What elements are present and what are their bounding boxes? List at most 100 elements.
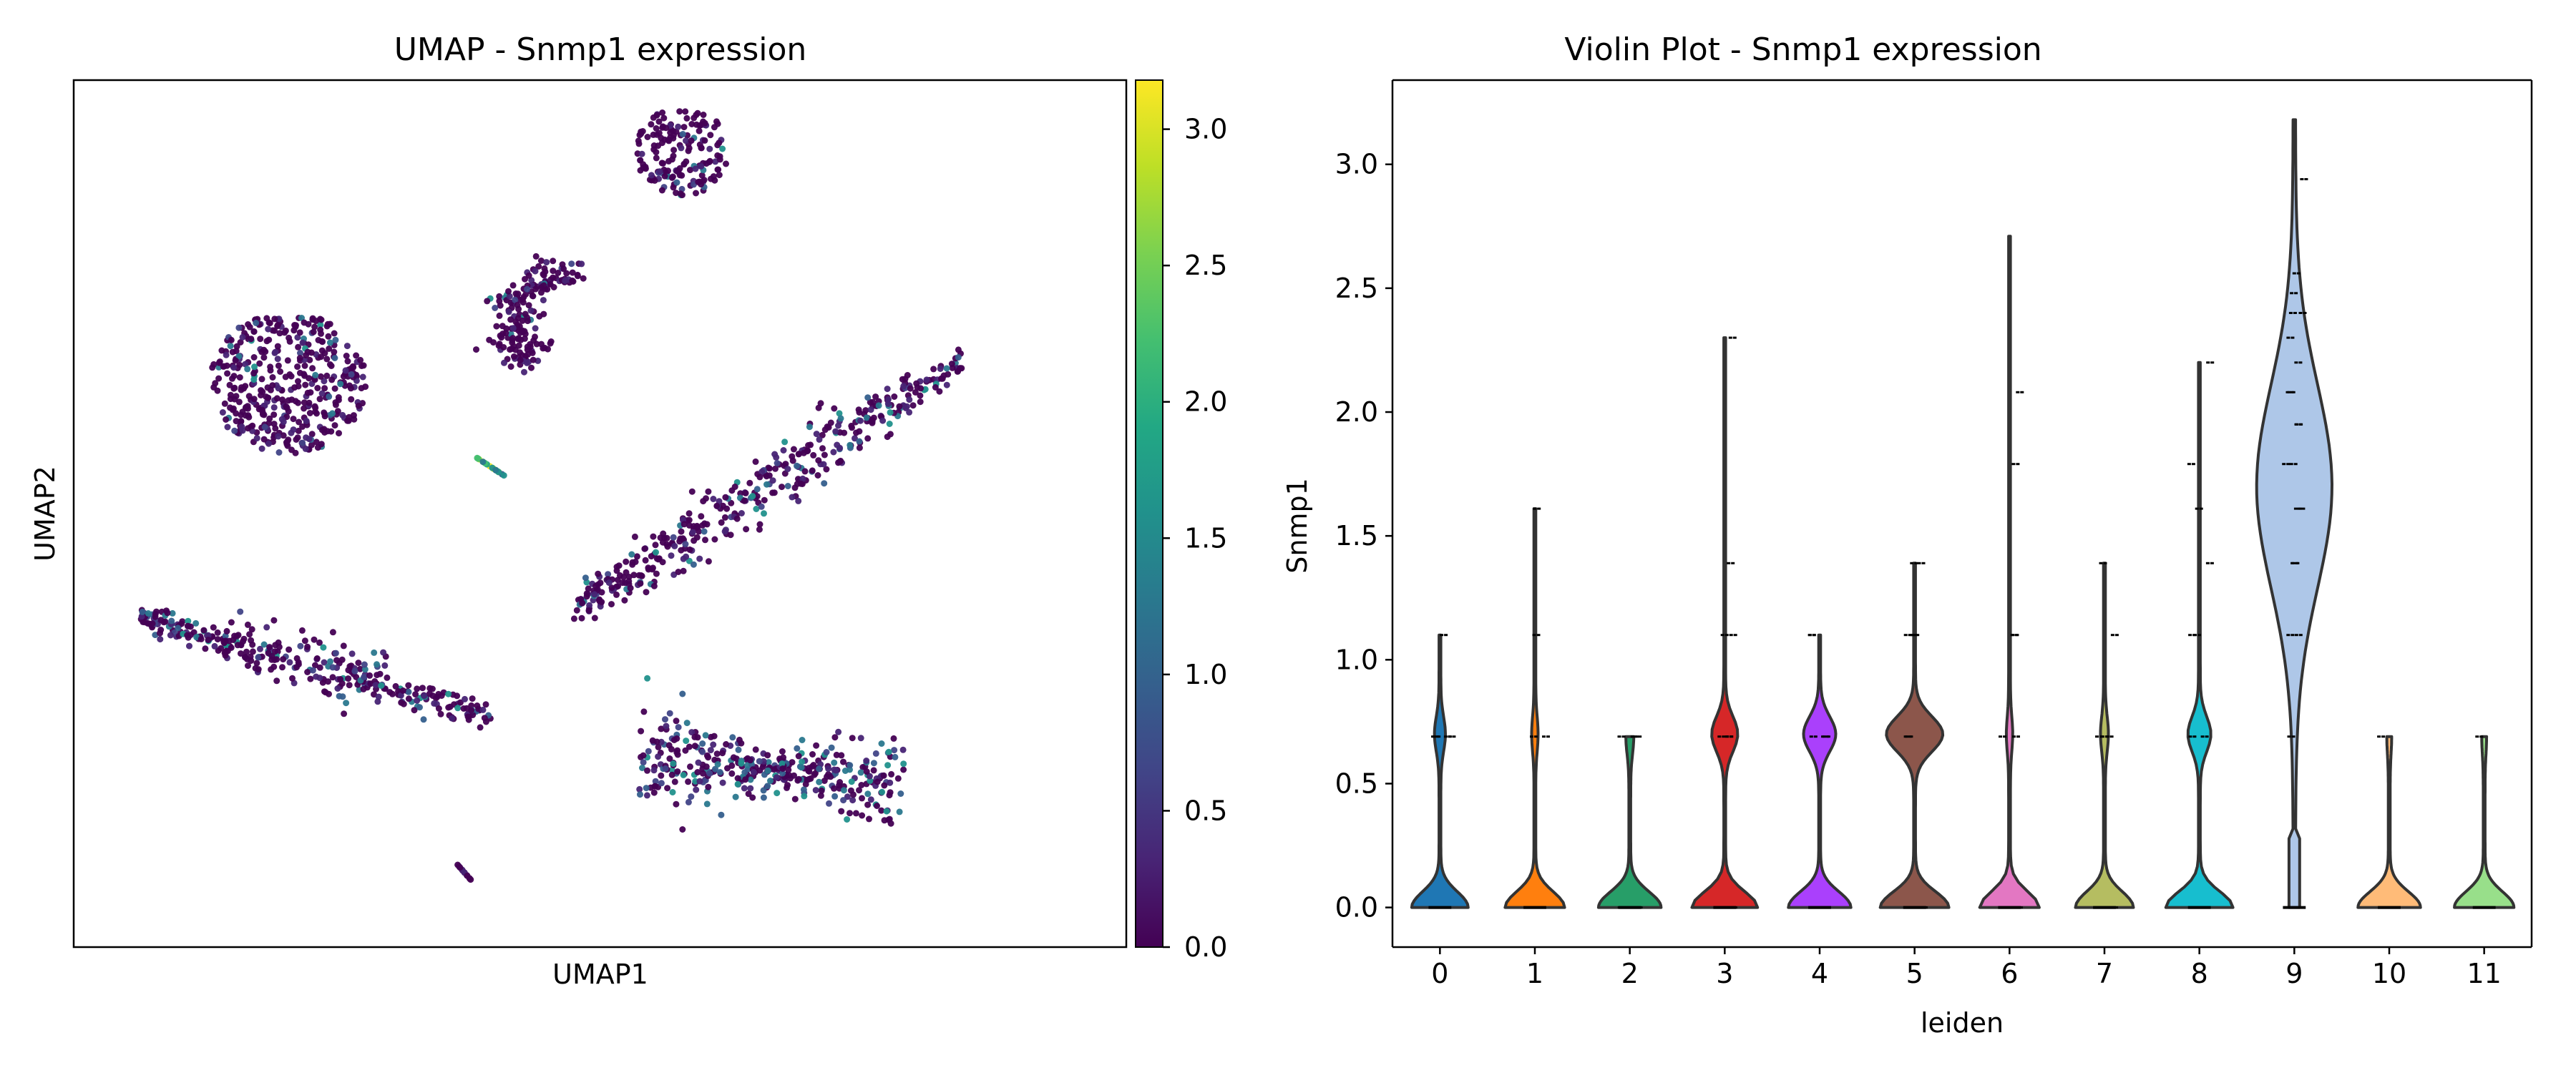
- umap-point: [723, 160, 729, 167]
- umap-point: [683, 738, 690, 745]
- umap-point: [270, 404, 278, 411]
- umap-point: [831, 734, 839, 741]
- umap-point: [811, 771, 818, 778]
- umap-point: [648, 121, 655, 128]
- umap-point: [242, 654, 249, 661]
- violin-jitter-point: [1809, 735, 1813, 738]
- umap-point: [715, 166, 722, 173]
- umap-point: [820, 461, 827, 468]
- umap-point: [718, 811, 725, 818]
- umap-point: [653, 570, 660, 577]
- umap-point: [689, 529, 696, 536]
- umap-point: [591, 591, 598, 598]
- umap-point: [621, 597, 628, 604]
- umap-point: [894, 775, 902, 782]
- umap-point: [663, 722, 670, 730]
- umap-point: [879, 417, 887, 424]
- violin-jitter-point: [1448, 735, 1452, 738]
- umap-point: [884, 762, 892, 769]
- umap-point: [747, 757, 754, 764]
- umap-point: [295, 378, 301, 385]
- umap-point: [329, 410, 336, 417]
- umap-point: [659, 109, 666, 116]
- umap-point: [784, 466, 791, 473]
- umap-point: [227, 391, 234, 398]
- violin-jitter-point: [1825, 735, 1829, 738]
- umap-point: [235, 324, 243, 331]
- umap-point: [821, 480, 828, 487]
- violin-jitter-point: [2296, 272, 2301, 275]
- violin-jitter-point: [2298, 361, 2303, 364]
- umap-point: [371, 691, 377, 698]
- umap-point: [229, 348, 236, 356]
- umap-point: [582, 574, 589, 582]
- umap-point: [517, 329, 524, 336]
- umap-point: [664, 543, 671, 550]
- umap-point: [515, 342, 522, 349]
- umap-point: [280, 656, 287, 663]
- violin-jitter-point: [1630, 735, 1634, 738]
- umap-point: [867, 398, 874, 406]
- umap-point: [742, 489, 749, 496]
- umap-point: [605, 579, 613, 587]
- umap-point: [231, 632, 238, 640]
- umap-point: [675, 724, 682, 731]
- umap-point: [380, 649, 387, 656]
- umap-point: [237, 608, 244, 615]
- umap-point: [245, 662, 251, 670]
- umap-point: [688, 793, 695, 800]
- umap-point: [714, 142, 721, 149]
- umap-point: [705, 783, 712, 790]
- umap-point: [716, 153, 723, 160]
- umap-point: [595, 597, 602, 604]
- umap-point: [912, 389, 919, 396]
- umap-point: [907, 385, 914, 392]
- colorbar-tick-label: 3.0: [1184, 114, 1227, 145]
- umap-point: [547, 340, 554, 347]
- violin-xtick-label: 0: [1431, 958, 1448, 989]
- umap-point: [326, 339, 333, 346]
- umap-point: [293, 664, 300, 671]
- umap-point: [688, 137, 695, 144]
- umap-point: [957, 365, 964, 372]
- violin-jitter-point: [2294, 361, 2298, 364]
- umap-point: [631, 533, 638, 540]
- violin-jitter-point: [1534, 735, 1538, 738]
- umap-point: [769, 477, 776, 484]
- violin-jitter-point: [2095, 735, 2099, 738]
- umap-point: [321, 378, 328, 385]
- violin-jitter-point: [2210, 562, 2214, 564]
- umap-point: [881, 817, 888, 824]
- umap-point: [794, 745, 801, 752]
- umap-point: [306, 356, 313, 363]
- umap-point: [473, 346, 479, 353]
- umap-point: [146, 620, 152, 627]
- umap-point: [752, 458, 759, 465]
- violin-jitter-point: [2195, 507, 2199, 510]
- umap-point: [866, 815, 872, 823]
- umap-point: [293, 655, 301, 662]
- umap-point: [676, 165, 683, 172]
- umap-point: [270, 421, 278, 428]
- umap-point: [643, 792, 650, 799]
- umap-point: [514, 290, 522, 298]
- umap-point: [658, 187, 665, 194]
- umap-point: [220, 638, 228, 645]
- umap-point: [275, 385, 282, 392]
- umap-point: [747, 785, 754, 792]
- umap-point: [671, 778, 678, 785]
- umap-point: [878, 740, 885, 747]
- umap-point: [653, 112, 660, 119]
- violin-jitter-point: [2381, 735, 2386, 738]
- umap-point: [840, 787, 847, 794]
- violin-jitter-point: [2293, 463, 2298, 466]
- umap-point: [341, 710, 348, 717]
- umap-point: [657, 534, 664, 542]
- umap-point: [666, 755, 673, 762]
- umap-point: [658, 780, 665, 787]
- umap-point: [823, 466, 830, 473]
- umap-point: [398, 699, 405, 706]
- umap-point: [329, 629, 336, 636]
- umap-point: [392, 682, 399, 690]
- umap-point: [673, 128, 680, 135]
